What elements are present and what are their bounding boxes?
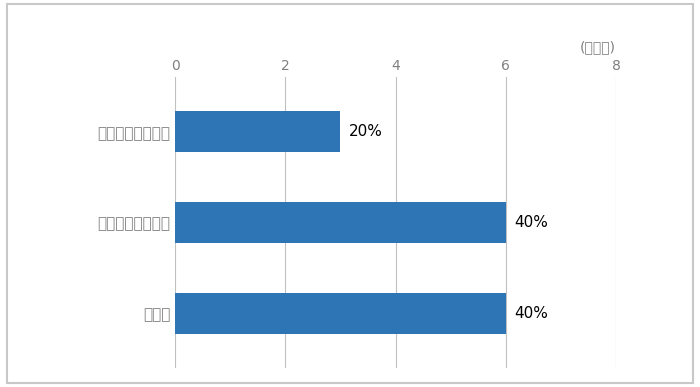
Text: 40%: 40% xyxy=(514,215,548,230)
Text: (品目数): (品目数) xyxy=(580,40,616,54)
Text: 20%: 20% xyxy=(349,124,382,139)
Bar xyxy=(175,293,505,334)
Text: 40%: 40% xyxy=(514,306,548,321)
Bar xyxy=(175,111,340,152)
Bar xyxy=(175,202,505,243)
